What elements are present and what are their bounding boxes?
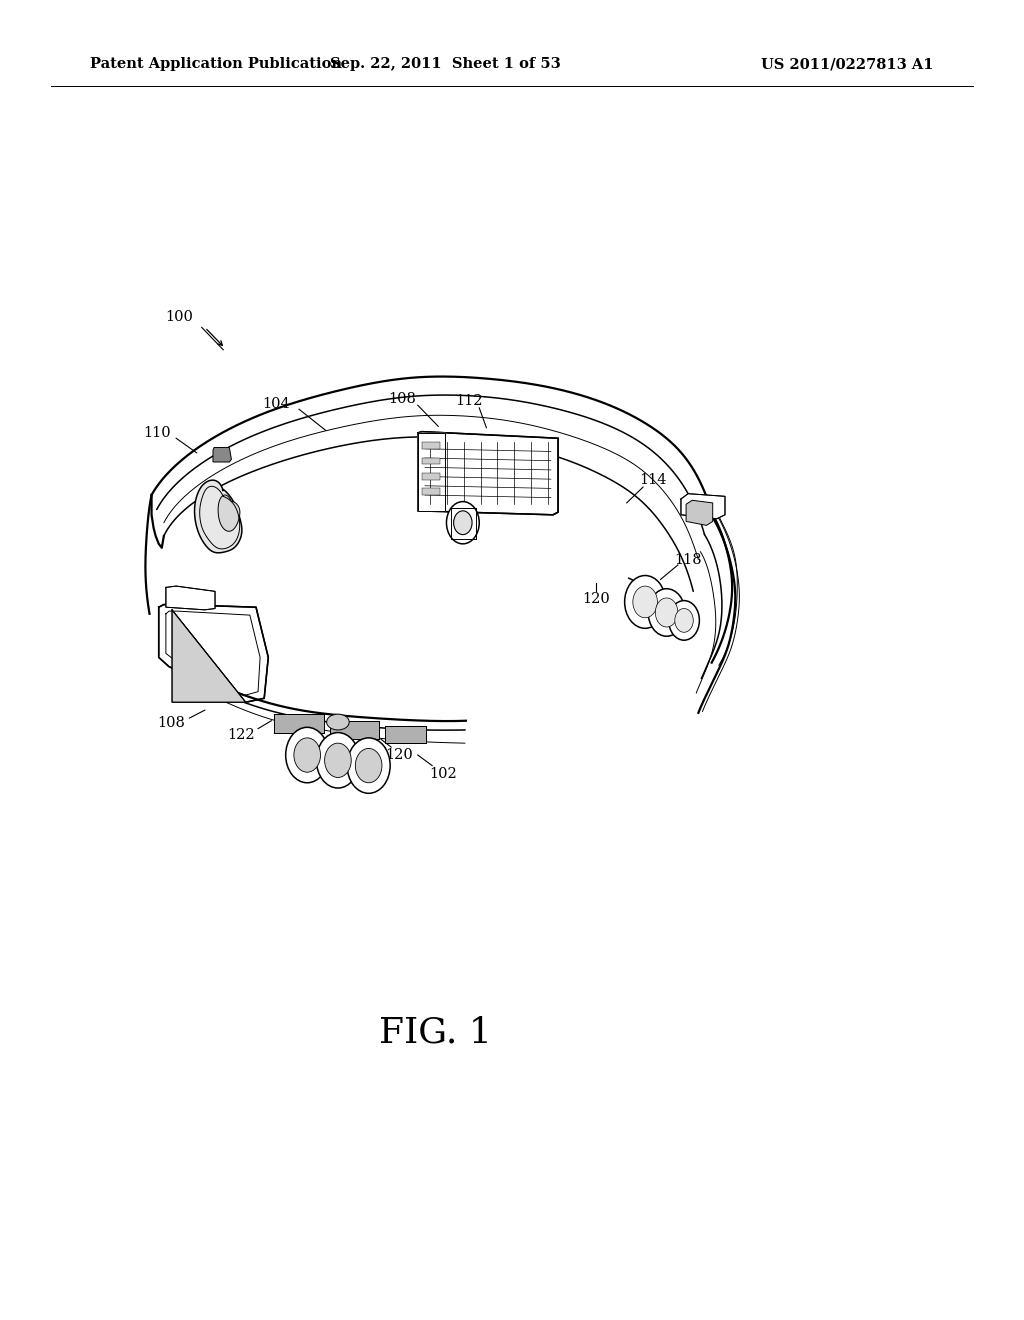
Text: 110: 110	[143, 426, 170, 440]
Polygon shape	[422, 458, 440, 465]
Text: 108: 108	[157, 717, 185, 730]
Text: Patent Application Publication: Patent Application Publication	[90, 57, 342, 71]
Text: Sep. 22, 2011  Sheet 1 of 53: Sep. 22, 2011 Sheet 1 of 53	[330, 57, 561, 71]
Text: 118: 118	[675, 553, 701, 566]
Circle shape	[286, 727, 329, 783]
Text: 102: 102	[429, 767, 458, 780]
Text: US 2011/0227813 A1: US 2011/0227813 A1	[762, 57, 934, 71]
Text: 122: 122	[227, 729, 254, 742]
Circle shape	[325, 743, 351, 777]
Polygon shape	[330, 721, 379, 739]
Circle shape	[355, 748, 382, 783]
Text: 114: 114	[640, 474, 667, 487]
Polygon shape	[172, 610, 246, 702]
Polygon shape	[422, 473, 440, 479]
Circle shape	[316, 733, 359, 788]
Polygon shape	[422, 442, 440, 449]
Text: 120: 120	[385, 748, 414, 762]
Circle shape	[655, 598, 678, 627]
Polygon shape	[422, 488, 440, 495]
Circle shape	[625, 576, 666, 628]
Polygon shape	[418, 432, 558, 515]
Text: 108: 108	[388, 392, 417, 405]
Ellipse shape	[327, 714, 349, 730]
Polygon shape	[451, 508, 476, 539]
Text: 112: 112	[456, 395, 482, 408]
Polygon shape	[166, 586, 215, 610]
Text: 100: 100	[165, 310, 194, 323]
Text: FIG. 1: FIG. 1	[379, 1015, 492, 1049]
Circle shape	[446, 502, 479, 544]
Text: 120: 120	[582, 593, 610, 606]
Polygon shape	[385, 726, 426, 743]
Polygon shape	[195, 480, 242, 553]
Polygon shape	[213, 447, 231, 462]
Polygon shape	[418, 433, 445, 511]
Circle shape	[633, 586, 657, 618]
Circle shape	[294, 738, 321, 772]
Circle shape	[648, 589, 685, 636]
Text: 104: 104	[262, 397, 291, 411]
Polygon shape	[681, 494, 725, 519]
Circle shape	[347, 738, 390, 793]
Polygon shape	[274, 714, 324, 733]
Circle shape	[669, 601, 699, 640]
Polygon shape	[159, 605, 268, 702]
Polygon shape	[686, 500, 713, 525]
Circle shape	[675, 609, 693, 632]
Circle shape	[454, 511, 472, 535]
Polygon shape	[218, 495, 240, 531]
